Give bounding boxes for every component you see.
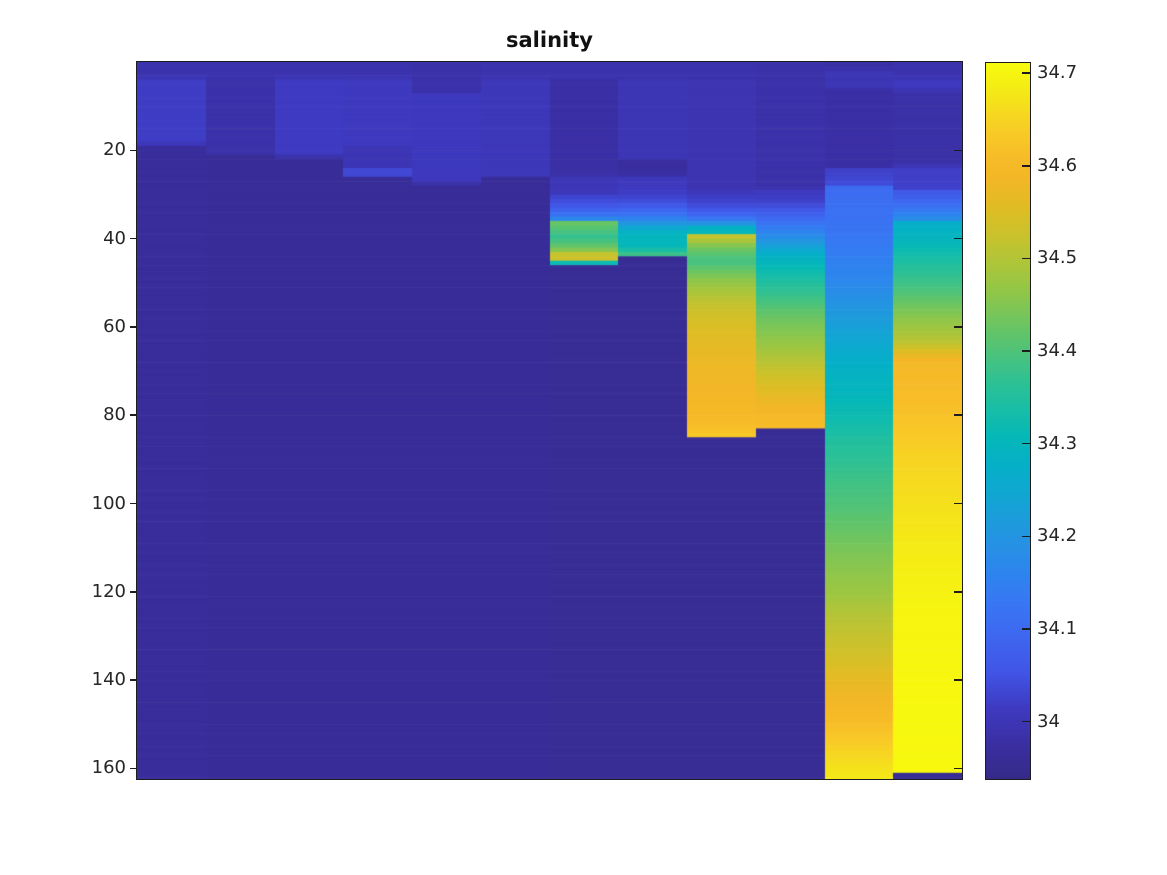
y-axis-tick-label: 40 — [103, 227, 126, 249]
colorbar-tick-label: 34.2 — [1037, 525, 1078, 547]
colorbar-tick-label: 34.7 — [1037, 62, 1078, 84]
y-axis-tick-label: 120 — [91, 580, 126, 602]
colorbar-gradient — [986, 63, 1030, 779]
colorbar-tick-label: 34.4 — [1037, 340, 1078, 362]
chart-title: salinity — [506, 28, 593, 52]
y-axis-tick-mark — [130, 591, 137, 593]
colorbar-tick-label: 34.1 — [1037, 617, 1078, 639]
y-axis-tick-mark — [130, 767, 137, 770]
y-axis-tick-mark — [130, 414, 137, 416]
y-axis-tick-label: 20 — [103, 139, 126, 161]
y-axis-tick-mark — [130, 149, 137, 152]
y-axis-tick-label: 140 — [91, 669, 126, 691]
colorbar-tick-label: 34.6 — [1037, 154, 1078, 176]
y-axis-tick-label: 60 — [103, 315, 126, 337]
heatmap-image — [137, 62, 962, 779]
y-axis-tick-mark — [130, 679, 137, 681]
colorbar-tick-label: 34.5 — [1037, 247, 1078, 269]
y-axis-tick-mark — [130, 502, 137, 505]
y-axis-tick-label: 100 — [91, 492, 126, 514]
colorbar-tick-label: 34 — [1037, 710, 1060, 732]
y-axis-tick-mark — [130, 237, 137, 240]
y-axis-tick-label: 80 — [103, 404, 126, 426]
y-axis-tick-mark — [130, 326, 137, 328]
y-axis-tick-label: 160 — [91, 757, 126, 779]
colorbar-tick-label: 34.3 — [1037, 432, 1078, 454]
